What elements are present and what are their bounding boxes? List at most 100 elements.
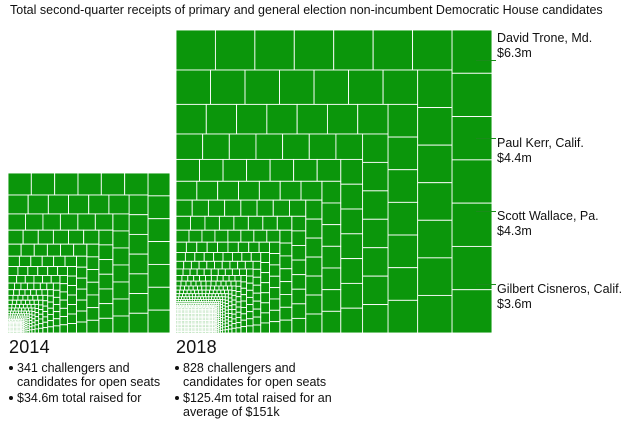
candidate-cell <box>279 294 293 308</box>
candidate-cell <box>59 291 68 301</box>
candidate-cell <box>27 294 34 301</box>
candidate-cell <box>147 241 170 265</box>
candidate-value: $3.6m <box>497 296 532 311</box>
candidate-cell <box>269 275 281 289</box>
candidate-cell <box>205 293 210 298</box>
candidate-cell <box>199 275 206 282</box>
candidate-cell <box>451 245 492 291</box>
candidate-cell <box>128 273 149 295</box>
candidate-cell <box>75 310 88 323</box>
candidate-cell <box>321 245 342 269</box>
candidate-cell <box>59 275 68 285</box>
candidate-label: David Trone, Md. $6.3m <box>497 31 592 60</box>
candidate-cell <box>235 306 242 313</box>
candidate-cell <box>8 303 13 309</box>
candidate-cell <box>205 275 212 282</box>
candidate-cell <box>231 294 237 301</box>
candidate-cell <box>231 323 237 329</box>
candidate-cell <box>201 289 207 295</box>
candidate-cell <box>190 215 206 231</box>
candidate-cell <box>246 311 254 320</box>
candidate-cell <box>38 299 44 306</box>
candidate-cell <box>252 268 262 278</box>
candidate-cell <box>68 194 90 215</box>
candidate-cell <box>8 299 13 305</box>
candidate-cell <box>30 255 43 268</box>
candidate-cell <box>244 69 280 105</box>
candidate-cell <box>176 275 183 282</box>
candidate-cell <box>176 30 216 71</box>
candidate-cell <box>47 295 54 303</box>
candidate-cell <box>112 315 130 333</box>
candidate-cell <box>112 247 130 266</box>
candidate-cell <box>8 266 19 276</box>
candidate-cell <box>451 72 492 118</box>
candidate-cell <box>112 230 130 249</box>
candidate-cell <box>59 316 68 326</box>
candidate-cell <box>8 282 15 291</box>
candidate-cell <box>41 255 55 268</box>
candidate-cell <box>224 312 229 318</box>
candidate-cell <box>47 326 54 333</box>
candidate-label: Gilbert Cisneros, Calif. $3.6m <box>497 282 622 311</box>
candidate-cell <box>246 318 254 327</box>
candidate-cell <box>128 194 149 216</box>
candidate-cell <box>191 293 197 298</box>
candidate-cell <box>260 292 270 304</box>
candidate-cell <box>86 269 100 283</box>
candidate-cell <box>192 285 198 291</box>
candidate-cell <box>86 256 100 271</box>
candidate-cell <box>47 301 54 309</box>
candidate-cell <box>293 158 318 182</box>
candidate-cell <box>451 202 492 247</box>
candidate-cell <box>34 328 40 333</box>
candidate-cell <box>42 327 49 333</box>
candidate-cell <box>260 262 270 274</box>
candidate-cell <box>11 303 17 309</box>
candidate-cell <box>17 294 24 301</box>
candidate-cell <box>128 293 149 314</box>
candidate-cell <box>246 268 254 277</box>
candidate-cell <box>224 316 229 321</box>
candidate-cell <box>184 285 190 291</box>
candidate-cell <box>24 289 32 296</box>
candidate-cell <box>231 290 237 296</box>
candidate-cell <box>296 103 328 135</box>
candidate-cell <box>348 69 384 105</box>
candidate-cell <box>215 280 222 287</box>
candidate-cell <box>181 275 189 282</box>
candidate-cell <box>52 318 61 327</box>
candidate-cell <box>47 266 59 276</box>
candidate-cell <box>362 275 389 306</box>
candidate-cell <box>176 268 184 276</box>
candidate-cell <box>227 313 233 318</box>
candidate-cell <box>227 328 233 333</box>
candidate-cell <box>186 289 192 295</box>
candidate-cell <box>246 282 254 291</box>
candidate-cell <box>98 273 114 290</box>
candidate-cell <box>75 299 88 312</box>
candidate-cell <box>250 252 262 262</box>
candidate-cell <box>233 215 249 231</box>
candidate-cell <box>112 264 130 283</box>
candidate-cell <box>201 229 216 243</box>
candidate-cell <box>269 321 281 333</box>
candidate-cell <box>34 312 40 318</box>
candidate-cell <box>244 260 254 270</box>
candidate-cell <box>213 252 224 262</box>
candidate-cell <box>180 280 187 287</box>
candidate-cell <box>21 307 26 312</box>
candidate-cell <box>42 300 49 307</box>
candidate-cell <box>340 183 364 210</box>
candidate-cell <box>279 229 293 244</box>
leader-line <box>476 60 496 61</box>
candidate-cell <box>8 294 14 301</box>
candidate-cell <box>41 289 49 296</box>
candidate-cell <box>206 260 215 270</box>
candidate-cell <box>47 320 54 328</box>
candidate-cell <box>224 289 229 295</box>
candidate-cell <box>214 30 256 71</box>
candidate-cell <box>184 252 196 262</box>
candidate-cell <box>8 213 26 231</box>
candidate-cell <box>289 199 307 217</box>
